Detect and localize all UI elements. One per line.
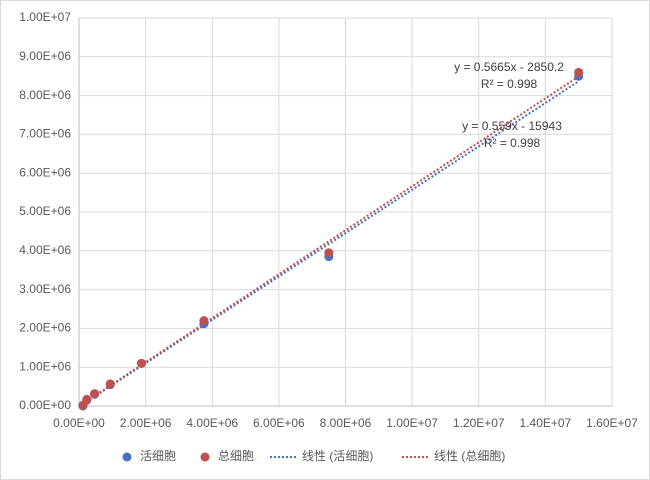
legend-label: 总细胞 [218,449,254,463]
legend-marker [200,452,210,462]
trendline [82,80,580,405]
point [136,358,146,368]
trendline-equation: y = 0.559x - 15943 [462,119,562,133]
point [105,379,115,389]
x-tick-label: 1.40E+07 [520,416,572,430]
point [574,67,584,77]
y-tick-label: 5.00E+06 [19,204,71,218]
point [324,248,334,258]
x-tick-label: 4.00E+06 [186,416,238,430]
y-tick-label: 3.00E+06 [19,282,71,296]
x-tick-label: 1.00E+07 [386,416,438,430]
y-tick-label: 0.00E+00 [19,398,71,412]
x-tick-label: 0.00E+00 [53,416,105,430]
trendline-r2: R² = 0.998 [481,77,538,91]
y-tick-label: 2.00E+06 [19,321,71,335]
y-tick-label: 4.00E+06 [19,243,71,257]
trendline-equation: y = 0.5665x - 2850.2 [454,60,564,74]
legend-label: 线性 (总细胞) [434,449,505,463]
legend-label: 活细胞 [140,449,176,463]
y-tick-label: 8.00E+06 [19,88,71,102]
y-tick-label: 7.00E+06 [19,127,71,141]
legend-marker [122,452,132,462]
y-tick-label: 6.00E+06 [19,165,71,179]
x-tick-label: 2.00E+06 [120,416,172,430]
point [90,389,100,399]
legend-label: 线性 (活细胞) [302,449,373,463]
point [199,316,209,326]
y-tick-label: 9.00E+06 [19,49,71,63]
x-tick-label: 6.00E+06 [253,416,305,430]
x-tick-label: 1.20E+07 [453,416,505,430]
y-tick-label: 1.00E+06 [19,359,71,373]
trendline [82,75,580,405]
trendline-r2: R² = 0.998 [484,136,541,150]
y-tick-label: 1.00E+07 [19,10,71,24]
point [82,394,92,404]
x-tick-label: 8.00E+06 [320,416,372,430]
x-tick-label: 1.60E+07 [586,416,638,430]
